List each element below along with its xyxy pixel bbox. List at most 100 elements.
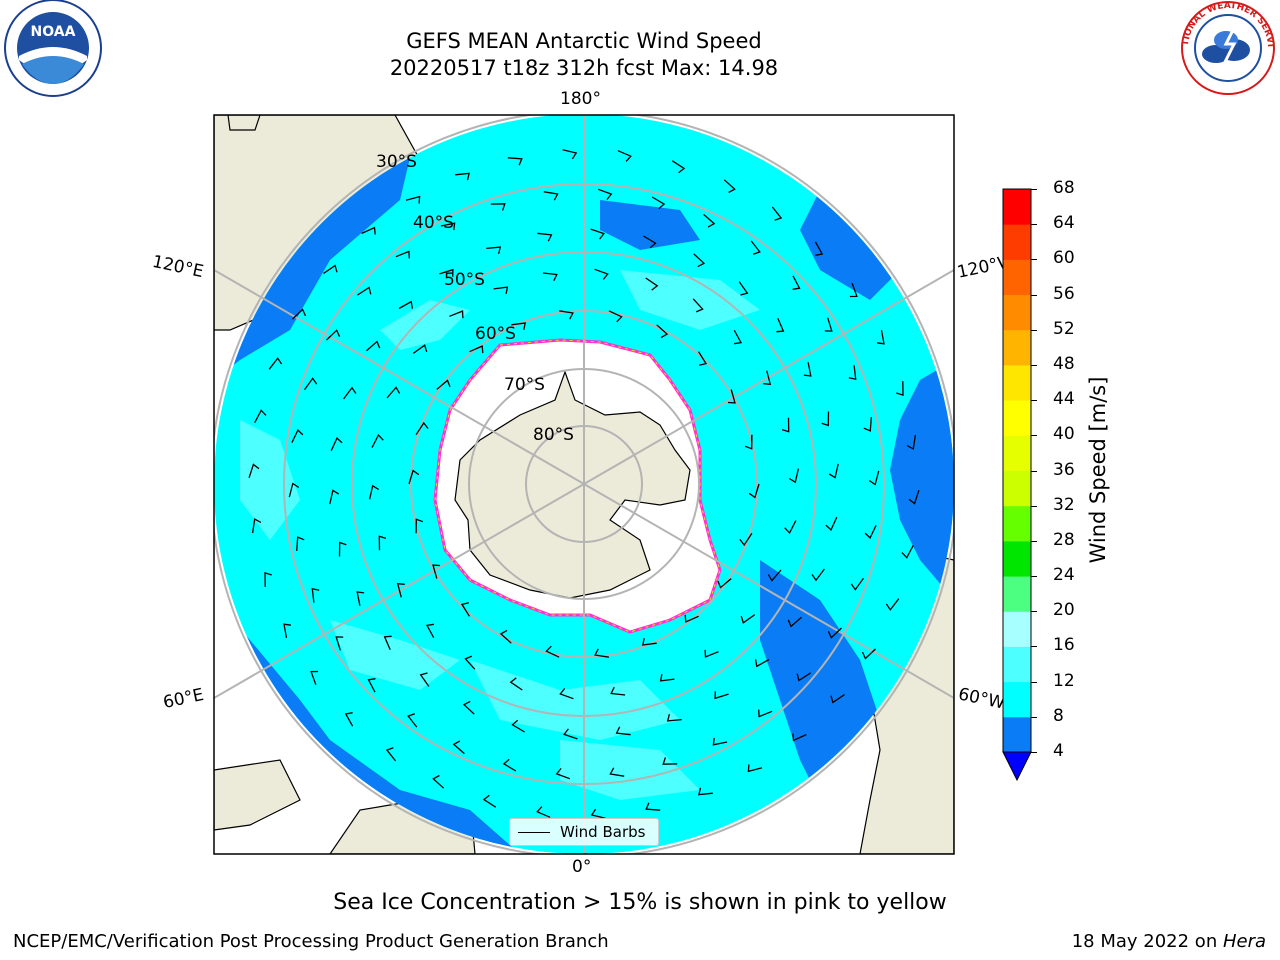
- moderate-wind-region: [470, 660, 680, 740]
- chart-title: GEFS MEAN Antarctic Wind Speed: [406, 29, 762, 53]
- wind-barb: [671, 160, 686, 174]
- wind-barb: [617, 150, 632, 162]
- colorbar-tick: [1031, 470, 1037, 472]
- wind-barb: [877, 329, 885, 345]
- wind-barb: [885, 598, 900, 611]
- wind-barb: [419, 672, 430, 687]
- colorbar-cell: [1003, 329, 1031, 366]
- wind-barb: [543, 191, 559, 201]
- colorbar: [1002, 188, 1032, 782]
- colorbar-tick: [1031, 681, 1037, 683]
- colorbar-title: Wind Speed [m/s]: [1086, 376, 1110, 564]
- wind-barb: [698, 351, 708, 366]
- wind-barb: [787, 616, 802, 628]
- colorbar-cell: [1003, 611, 1031, 647]
- wind-barb: [850, 577, 865, 591]
- wind-barb: [656, 324, 669, 339]
- wind-barb: [896, 381, 904, 396]
- wind-barb: [643, 235, 657, 249]
- colorbar-tick-label: 48: [1053, 353, 1075, 374]
- wind-barb: [796, 672, 811, 682]
- wind-barb: [830, 694, 845, 704]
- moderate-wind-region: [560, 740, 700, 800]
- wind-barb: [378, 535, 387, 551]
- colorbar-tick: [1031, 364, 1037, 366]
- colorbar-tick-label: 56: [1053, 283, 1075, 304]
- wind-barb: [692, 298, 704, 313]
- wind-barb: [662, 757, 678, 765]
- colorbar-cell: [1003, 224, 1031, 260]
- wind-barb: [283, 623, 291, 639]
- colorbar-tick: [1031, 400, 1037, 402]
- wind-barb: [383, 635, 392, 650]
- wind-barb: [828, 463, 839, 479]
- noaa-logo: NOAA: [4, 0, 102, 97]
- colorbar-tick: [1031, 646, 1037, 648]
- wind-barbs: [248, 149, 920, 819]
- wind-barb: [714, 691, 729, 700]
- wind-barb: [733, 329, 743, 345]
- wind-barb: [562, 149, 578, 160]
- deep-wind-region: [600, 200, 700, 250]
- africa-land: [214, 759, 301, 831]
- colorbar-tick-label: 44: [1053, 389, 1075, 410]
- lat-label-70s: 70°S: [504, 375, 545, 395]
- deep-wind-region: [890, 360, 954, 600]
- colorbar-tick-label: 60: [1053, 248, 1075, 269]
- wind-barb: [291, 429, 304, 443]
- wind-barb: [645, 802, 661, 811]
- colorbar-tick-label: 68: [1053, 178, 1075, 198]
- wind-barb: [440, 222, 456, 231]
- colorbar-cell: [1003, 540, 1031, 577]
- wind-barb: [641, 637, 657, 646]
- wind-barb: [827, 627, 842, 639]
- colorbar-tick-label: 28: [1053, 529, 1075, 550]
- colorbar-tick: [1031, 294, 1037, 296]
- colorbar-extend-arrow: [1002, 751, 1032, 782]
- wind-barb: [824, 317, 833, 332]
- wind-barb: [432, 774, 445, 789]
- wind-barb: [464, 655, 476, 670]
- wind-barb: [848, 365, 857, 381]
- legend-label: Wind Barbs: [560, 823, 646, 841]
- colorbar-tick: [1031, 752, 1037, 753]
- wind-barb: [462, 700, 475, 715]
- deep-wind-region: [800, 190, 900, 300]
- wind-barb: [486, 246, 502, 255]
- wind-barb: [407, 713, 418, 728]
- wind-barb: [490, 203, 506, 211]
- colorbar-tick: [1031, 329, 1037, 331]
- wind-barb: [537, 232, 553, 242]
- wind-barb: [439, 268, 454, 277]
- colorbar-cell: [1003, 470, 1031, 507]
- wind-barb: [455, 172, 470, 181]
- wind-barb: [288, 482, 300, 498]
- wind-barb: [712, 737, 728, 746]
- wind-barb: [509, 677, 523, 691]
- colorbar-cell: [1003, 364, 1031, 401]
- wind-barb: [386, 386, 401, 399]
- wind-barb: [849, 282, 858, 298]
- wind-barb: [507, 157, 523, 166]
- wind-barb: [698, 787, 713, 796]
- wind-barb: [723, 179, 736, 194]
- wind-barb: [739, 532, 753, 547]
- colorbar-tick: [1031, 224, 1037, 226]
- wind-barb: [425, 623, 435, 639]
- wind-barb: [740, 614, 756, 624]
- colorbar-tick-label: 8: [1053, 705, 1064, 726]
- wind-barb: [248, 463, 260, 478]
- wind-barb: [499, 629, 512, 644]
- wind-barb: [367, 678, 376, 693]
- colorbar-tick: [1031, 576, 1037, 578]
- colorbar-cell: [1003, 681, 1031, 718]
- colorbar-tick-label: 20: [1053, 600, 1075, 621]
- wind-barb: [608, 310, 623, 323]
- wind-barb: [758, 709, 773, 718]
- wind-barb: [412, 344, 428, 354]
- wind-barb: [395, 250, 410, 259]
- colorbar-tick-label: 16: [1053, 635, 1075, 656]
- sea-ice-caption: Sea Ice Concentration > 15% is shown in …: [333, 890, 947, 915]
- lat-label-30s: 30°S: [376, 152, 417, 172]
- colorbar-tick: [1031, 611, 1037, 613]
